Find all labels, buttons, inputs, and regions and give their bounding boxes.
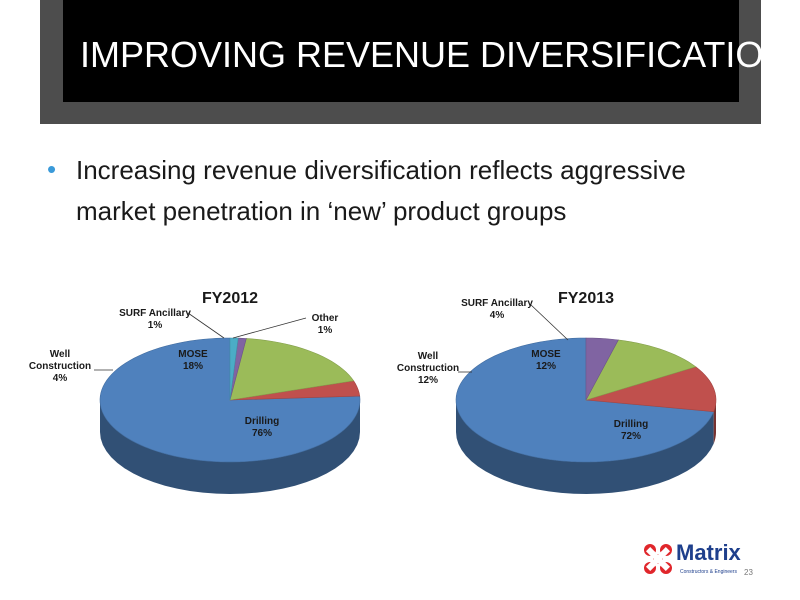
pie-side-well-construction [713, 400, 716, 444]
logo-mark-icon [644, 544, 672, 574]
slice-label-mose: MOSE 12% [531, 349, 561, 372]
slice-label-surf-ancillary: SURF Ancillary 1% [119, 308, 191, 331]
slice-label-other: Other 1% [312, 313, 339, 336]
title-banner [63, 0, 739, 102]
slide-title: IMPROVING REVENUE DIVERSIFICATION [80, 34, 790, 75]
bullet-icon: • [47, 154, 57, 184]
pie-slice-drilling [455, 337, 715, 463]
label-leader-line [529, 303, 569, 341]
slice-labels: Drilling 76% Well Construction 4% MOSE 18% SURF… [29, 298, 648, 442]
label-leader-line [232, 317, 307, 339]
slice-label-drilling: Drilling 76% [245, 416, 279, 439]
pie-slice-mose [585, 339, 697, 401]
chart-title-fy2013: FY2013 [558, 290, 614, 307]
bullet-text: Increasing revenue diversification refle… [76, 155, 686, 226]
matrix-logo [644, 544, 672, 574]
pie-side-drilling [100, 400, 360, 494]
pie-slice-well-construction [585, 366, 717, 412]
pie-side-drilling [456, 400, 714, 494]
slice-label-well-construction: Well Construction 12% [397, 351, 459, 386]
page-number: 23 [744, 568, 753, 577]
logo-wordmark: Matrix [676, 540, 741, 565]
chart-title-fy2012: FY2012 [202, 290, 258, 307]
slice-label-mose: MOSE 18% [178, 349, 208, 372]
slice-label-well-construction: Well Construction 4% [29, 349, 91, 384]
pie-fy2012 [99, 337, 361, 494]
slice-label-drilling: Drilling 72% [614, 419, 648, 442]
logo-tagline: Constructors & Engineers [680, 569, 737, 575]
pie-slice-mose [229, 338, 355, 401]
pie-fy2013 [455, 337, 717, 494]
slice-label-surf-ancillary: SURF Ancillary 4% [461, 298, 533, 321]
label-leader-line [187, 312, 225, 339]
pie-slice-surf-ancillary [585, 337, 619, 401]
